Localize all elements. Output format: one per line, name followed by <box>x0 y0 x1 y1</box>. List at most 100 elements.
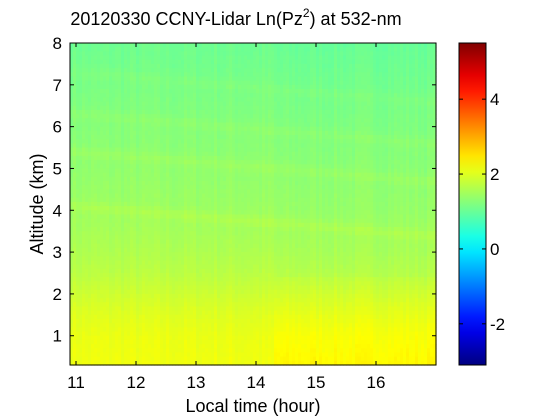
heatmap-cell <box>76 160 80 165</box>
heatmap-cell <box>142 97 146 103</box>
heatmap-cell <box>397 101 401 107</box>
heatmap-cell <box>274 84 278 90</box>
heatmap-cell <box>352 109 356 115</box>
heatmap-cell <box>175 109 179 115</box>
heatmap-cell <box>292 147 296 153</box>
heatmap-cell <box>352 105 356 111</box>
heatmap-cell <box>136 130 140 136</box>
heatmap-cell <box>415 147 419 153</box>
heatmap-cell <box>337 63 341 69</box>
heatmap-cell <box>97 164 101 170</box>
heatmap-cell <box>145 84 149 90</box>
heatmap-cell <box>409 122 413 128</box>
heatmap-cell <box>106 126 110 132</box>
heatmap-cell <box>376 122 380 128</box>
heatmap-cell <box>217 101 221 107</box>
heatmap-cell <box>172 130 176 136</box>
heatmap-cell <box>316 76 320 82</box>
heatmap-cell <box>184 76 188 82</box>
heatmap-cell <box>343 135 347 140</box>
heatmap-cell <box>187 101 191 107</box>
heatmap-cell <box>178 118 182 124</box>
heatmap-cell <box>217 93 221 98</box>
heatmap-cell <box>214 84 218 90</box>
heatmap-cell <box>226 118 230 124</box>
heatmap-cell <box>412 80 416 86</box>
heatmap-cell <box>241 93 245 98</box>
heatmap-cell <box>157 51 161 57</box>
heatmap-cell <box>172 147 176 153</box>
heatmap-cell <box>82 109 86 115</box>
heatmap-cell <box>214 139 218 144</box>
heatmap-cell <box>274 151 278 157</box>
heatmap-cell <box>124 63 128 69</box>
heatmap-cell <box>274 43 278 48</box>
heatmap-cell <box>199 76 203 82</box>
heatmap-cell <box>247 55 251 61</box>
heatmap-cell <box>175 101 179 107</box>
heatmap-cell <box>133 97 137 103</box>
heatmap-cell <box>346 126 350 132</box>
heatmap-cell <box>151 43 155 48</box>
heatmap-cell <box>202 68 206 73</box>
heatmap-cell <box>121 168 125 174</box>
heatmap-cell <box>214 147 218 153</box>
heatmap-cell <box>70 59 74 65</box>
heatmap-cell <box>283 80 287 86</box>
heatmap-cell <box>70 130 74 136</box>
heatmap-cell <box>220 118 224 124</box>
heatmap-cell <box>70 135 74 140</box>
heatmap-cell <box>418 109 422 115</box>
heatmap-cell <box>412 97 416 103</box>
heatmap-cell <box>181 47 185 52</box>
heatmap-cell <box>274 130 278 136</box>
heatmap-cell <box>217 97 221 103</box>
heatmap-cell <box>106 101 110 107</box>
heatmap-cell <box>295 47 299 52</box>
heatmap-cell <box>328 126 332 132</box>
heatmap-cell <box>193 63 197 69</box>
heatmap-cell <box>223 135 227 140</box>
heatmap-cell <box>154 114 158 119</box>
heatmap-cell <box>136 68 140 73</box>
heatmap-cell <box>334 114 338 119</box>
heatmap-cell <box>331 93 335 98</box>
heatmap-cell <box>232 160 236 165</box>
heatmap-cell <box>217 47 221 52</box>
heatmap-cell <box>352 59 356 65</box>
heatmap-cell <box>337 59 341 65</box>
heatmap-cell <box>94 47 98 52</box>
heatmap-cell <box>262 80 266 86</box>
heatmap-cell <box>130 168 134 174</box>
heatmap-cell <box>268 59 272 65</box>
heatmap-cell <box>403 47 407 52</box>
heatmap-cell <box>94 151 98 157</box>
heatmap-cell <box>364 63 368 69</box>
heatmap-cell <box>115 109 119 115</box>
heatmap-cell <box>394 47 398 52</box>
heatmap-cell <box>241 114 245 119</box>
heatmap-cell <box>376 68 380 73</box>
heatmap-cell <box>262 139 266 144</box>
heatmap-cell <box>172 43 176 48</box>
heatmap-cell <box>79 118 83 124</box>
heatmap-cell <box>124 105 128 111</box>
heatmap-cell <box>373 51 377 57</box>
heatmap-cell <box>394 143 398 149</box>
heatmap-cell <box>247 160 251 165</box>
heatmap-cell <box>136 143 140 149</box>
heatmap-cell <box>88 155 92 161</box>
heatmap-cell <box>130 80 134 86</box>
heatmap-cell <box>238 164 242 170</box>
heatmap-cell <box>91 122 95 128</box>
heatmap-cell <box>403 43 407 48</box>
heatmap-cell <box>382 101 386 107</box>
heatmap-cell <box>109 122 113 128</box>
heatmap-cell <box>94 135 98 140</box>
heatmap-cell <box>142 68 146 73</box>
heatmap-cell <box>316 139 320 144</box>
heatmap-cell <box>286 151 290 157</box>
heatmap-cell <box>157 130 161 136</box>
heatmap-cell <box>430 151 434 157</box>
heatmap-cell <box>238 155 242 161</box>
